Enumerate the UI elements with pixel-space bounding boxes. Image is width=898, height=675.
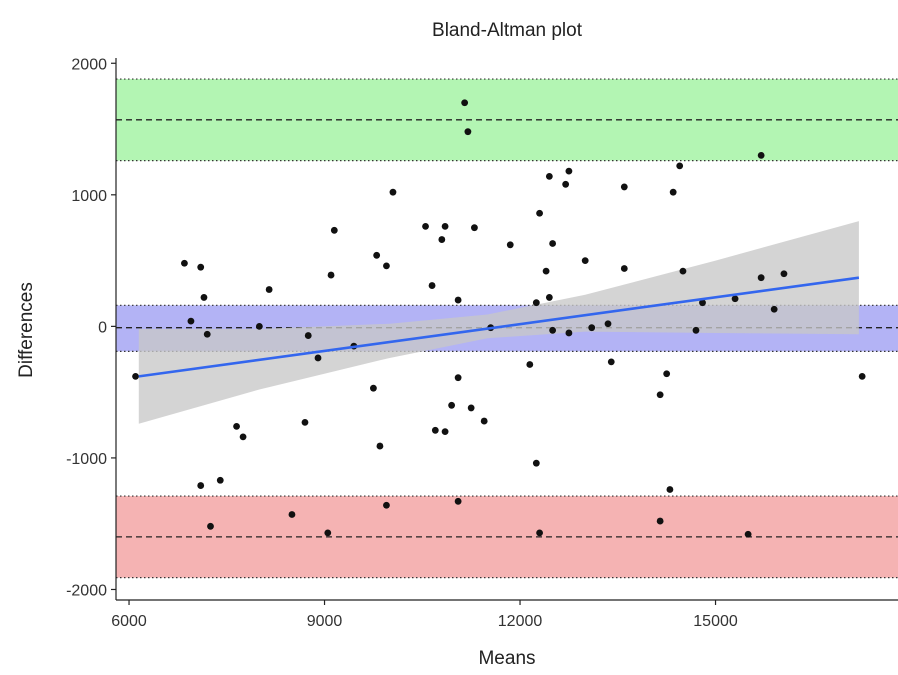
data-point [656,517,664,525]
data-point [545,172,553,180]
data-point [588,324,596,332]
data-point [438,236,446,243]
data-point [464,128,472,136]
data-point [565,329,573,337]
data-point [536,209,543,217]
data-point [431,426,439,434]
data-point [327,271,335,279]
data-point [731,295,739,303]
confidence-ribbon [138,221,859,424]
data-point [480,417,488,425]
data-point [314,354,322,362]
data-point [607,358,615,366]
regression-line-group [138,276,860,378]
data-point [532,459,540,467]
data-point [526,361,534,368]
y-axis-label: Differences [16,282,37,378]
y-tick-label: 0 [98,319,107,336]
y-tick-label: -1000 [66,451,107,468]
data-point [669,188,677,196]
data-point [454,296,462,304]
data-point [448,401,456,409]
data-point [441,222,449,230]
data-point [604,320,612,328]
data-point [467,404,475,412]
data-point [565,167,573,175]
data-point [233,422,240,430]
data-point [376,442,384,450]
data-point [676,162,684,170]
data-point [581,257,589,264]
data-point [666,486,674,493]
data-point [181,259,188,267]
data-point [216,476,224,484]
data-point [858,372,866,380]
x-tick-label: 15000 [693,613,738,630]
data-point [370,384,377,392]
chart-title: Bland-Altman plot [432,20,583,41]
data-point [757,151,765,159]
data-point [373,251,381,259]
confidence-ribbon-group [138,221,859,424]
x-tick-label: 9000 [307,613,343,630]
data-point [441,428,449,436]
y-tick-label: -2000 [66,582,107,599]
data-point [757,274,765,282]
data-point [692,326,700,334]
data-point [471,224,478,232]
y-tick-label: 1000 [71,188,107,205]
data-point [699,299,706,307]
x-tick-label: 12000 [498,613,543,630]
data-point [549,326,557,334]
data-point [132,372,139,380]
data-point [780,270,788,278]
data-point [620,183,628,191]
data-point [542,267,550,275]
data-point [532,299,540,307]
x-axis-label: Means [478,648,535,669]
data-point [203,330,211,338]
axes: 6000 9000 12000 15000 2000 1000 0 -1000 -2000 [66,56,898,630]
data-point [197,263,205,271]
data-point [506,241,514,249]
data-point [549,240,557,247]
data-point [454,497,462,505]
data-point [744,530,752,538]
data-point [422,222,429,230]
data-point [207,522,214,530]
data-point [197,482,205,489]
data-point [461,99,469,107]
data-point [545,294,553,301]
data-point [200,294,208,301]
data-point [620,265,628,272]
data-point [304,332,312,339]
data-point [301,419,309,426]
data-point [536,529,543,537]
data-point [239,433,247,441]
data-point [770,305,778,313]
data-point [663,370,671,378]
data-point [389,188,397,196]
data-points [132,99,866,538]
data-point [265,286,273,293]
data-point [288,511,296,518]
regression-line [138,276,860,378]
y-tick-label: 2000 [71,56,107,73]
data-point [383,262,390,270]
data-point [679,267,687,275]
data-point [656,391,664,399]
x-tick-label: 6000 [111,613,147,630]
data-point [187,317,195,325]
data-point [383,501,390,509]
data-point [330,226,338,234]
data-point [428,282,436,289]
data-point [324,529,332,537]
data-point [562,180,570,188]
data-point [454,374,462,382]
data-point [255,322,263,330]
